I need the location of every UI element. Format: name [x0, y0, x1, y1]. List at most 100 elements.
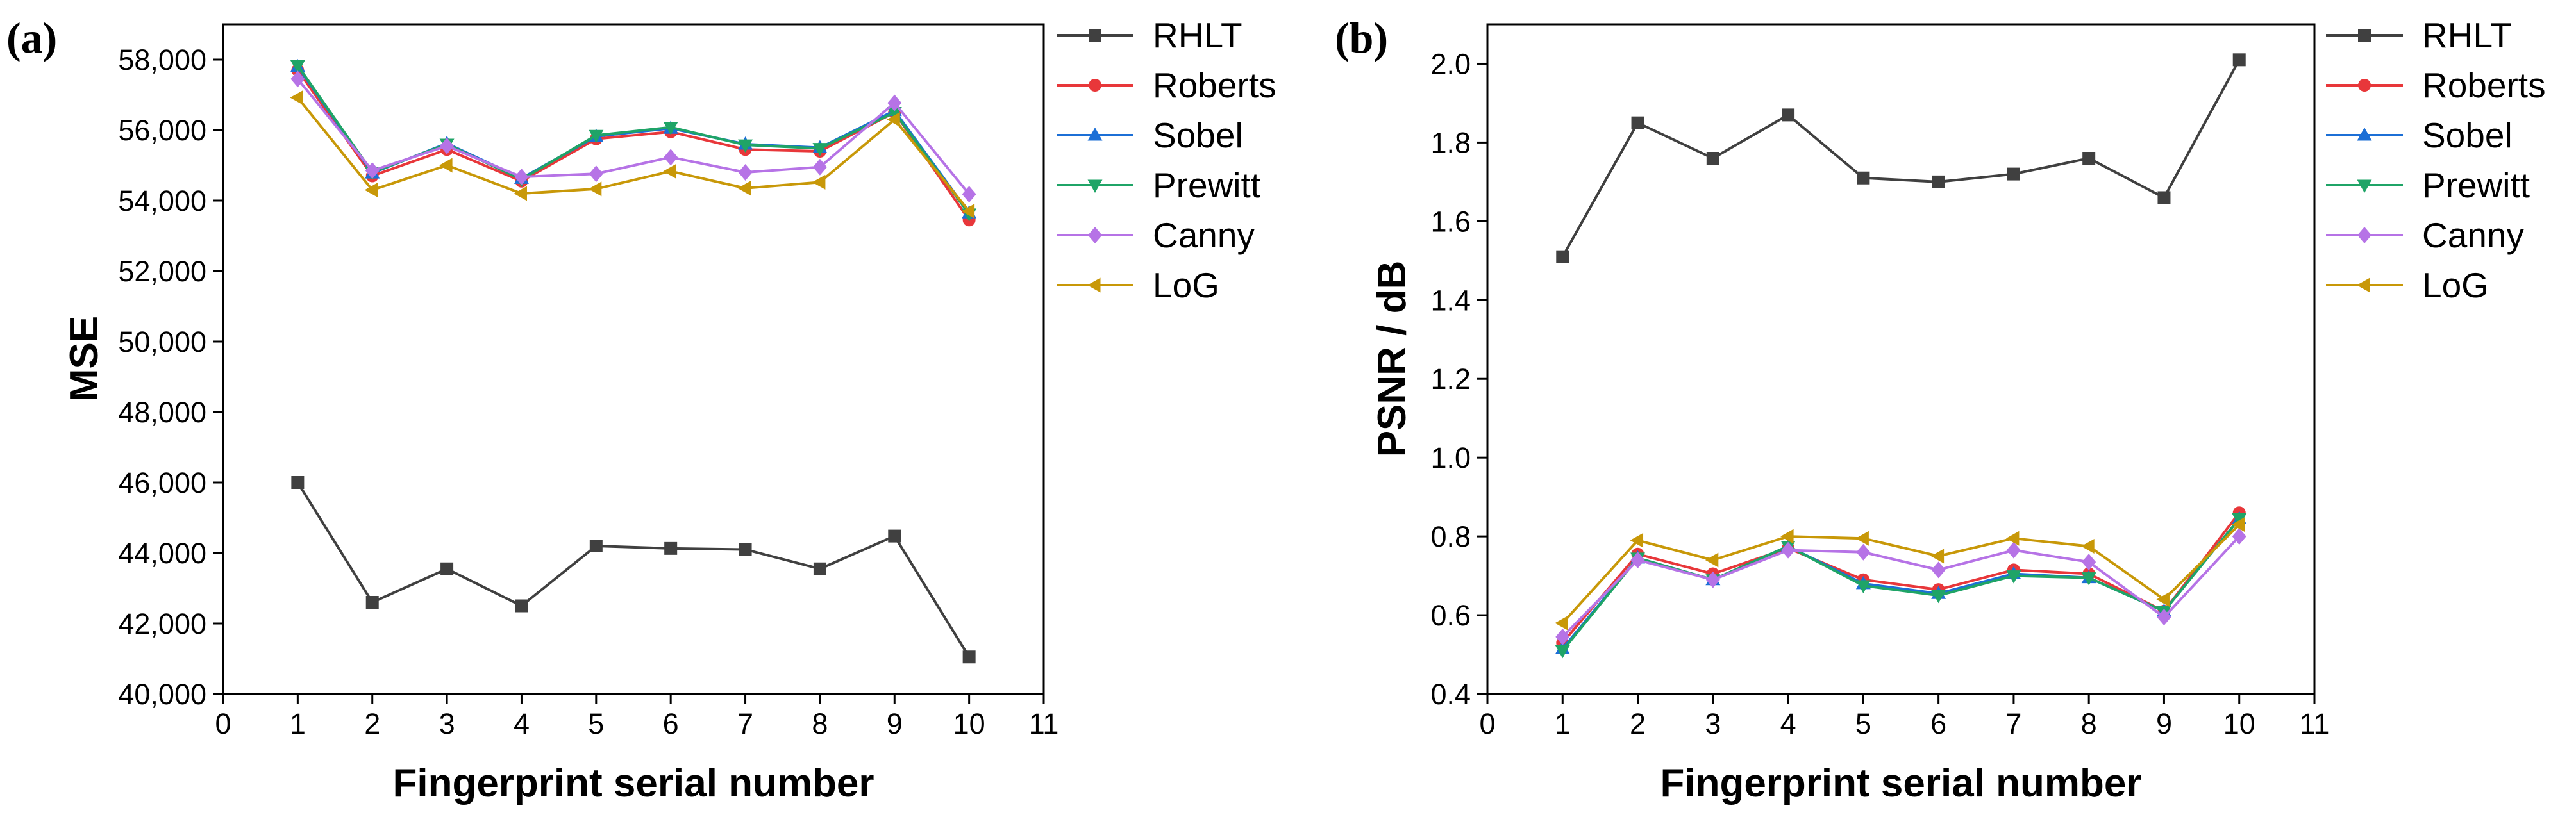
x-tick-label: 5	[588, 707, 604, 740]
x-axis-title-a: Fingerprint serial number	[392, 761, 874, 805]
x-tick-label: 5	[1855, 707, 1871, 740]
series-line-log	[296, 97, 971, 212]
y-axis-title-b: PSNR / dB	[1370, 261, 1414, 458]
x-tick-label: 10	[2223, 707, 2255, 740]
data-point-prewitt	[887, 107, 902, 120]
data-point-log	[290, 90, 303, 105]
data-point-rhlt	[888, 529, 901, 543]
data-point-canny	[1856, 543, 1871, 561]
series-line-rhlt	[296, 481, 971, 658]
data-point-rhlt	[440, 562, 454, 575]
x-tick-label: 0	[1479, 707, 1495, 740]
data-point-log	[514, 186, 527, 201]
legend-item-log: LoG	[1057, 265, 1219, 305]
legend-item-roberts: Roberts	[2326, 65, 2546, 105]
y-tick-label: 50,000	[118, 326, 206, 358]
data-point-log	[887, 112, 900, 127]
data-point-canny	[1705, 571, 1720, 588]
data-point-prewitt	[1855, 580, 1871, 593]
y-tick-label: 0.6	[1430, 599, 1471, 632]
legend-marker	[1089, 29, 1101, 42]
legend-item-prewitt: Prewitt	[1057, 165, 1260, 205]
series-rhlt-b	[1556, 53, 2246, 263]
data-point-log	[961, 204, 975, 219]
data-point-log	[1930, 549, 1945, 564]
y-tick-label: 1.8	[1430, 126, 1471, 159]
y-tick-label: 40,000	[118, 678, 206, 711]
data-point-prewitt	[2232, 513, 2247, 527]
y-tick-label: 0.4	[1430, 678, 1471, 711]
x-tick-label: 7	[737, 707, 753, 740]
legend-marker	[2357, 179, 2372, 193]
chart-panel-a: (a) 0 1 2 3 4 5 6 7 8 9 10 11 40,000 42,000 44,000 46,0…	[6, 13, 1276, 805]
panel-label-a: (a)	[6, 13, 57, 62]
legend-label: RHLT	[1153, 15, 1242, 55]
data-point-log	[364, 183, 378, 197]
series-canny-a	[290, 70, 976, 203]
series-log-a	[290, 90, 975, 219]
series-line-rhlt	[1561, 59, 2241, 258]
data-point-prewitt	[2006, 570, 2021, 584]
x-tick-label: 11	[2300, 707, 2330, 740]
legend-marker	[1087, 128, 1103, 141]
legend-marker	[1087, 179, 1103, 193]
data-point-prewitt	[663, 122, 678, 135]
data-point-canny	[514, 169, 529, 186]
y-tick-label: 54,000	[118, 185, 206, 217]
series-log-b	[1555, 517, 2245, 631]
legend-item-sobel: Sobel	[2326, 115, 2513, 155]
legend-item-roberts: Roberts	[1057, 65, 1276, 105]
data-point-log	[1705, 552, 1719, 568]
legend-marker	[2357, 227, 2371, 243]
legend-label: LoG	[2422, 265, 2489, 305]
x-tick-label: 9	[887, 707, 903, 740]
data-point-rhlt	[291, 476, 305, 489]
y-tick-label: 1.4	[1430, 284, 1471, 317]
data-point-canny	[962, 186, 976, 203]
x-tick-label: 7	[2005, 707, 2021, 740]
data-point-rhlt	[589, 540, 603, 552]
data-point-canny	[2232, 528, 2246, 545]
series-line-canny	[296, 78, 971, 195]
data-point-canny	[2006, 541, 2021, 559]
data-point-rhlt	[2082, 152, 2096, 165]
y-axis-title-a: MSE	[62, 316, 106, 402]
data-point-canny	[664, 149, 678, 166]
legend-label: Prewitt	[1153, 165, 1260, 205]
y-tick-label: 58,000	[118, 44, 206, 76]
data-point-rhlt	[1857, 171, 1870, 185]
series-layer-b	[1555, 53, 2247, 659]
y-tick-label: 1.0	[1430, 442, 1471, 474]
series-line-roberts	[1561, 512, 2241, 644]
x-tick-label: 6	[663, 707, 679, 740]
legend-label: Prewitt	[2422, 165, 2530, 205]
legend-marker	[1088, 227, 1102, 243]
y-tick-label: 56,000	[118, 114, 206, 147]
y-tick-label: 42,000	[118, 607, 206, 640]
y-tick-label: 0.8	[1430, 520, 1471, 553]
data-point-canny	[2082, 554, 2096, 571]
y-tick-label: 52,000	[118, 255, 206, 288]
legend-item-sobel: Sobel	[1057, 115, 1243, 155]
y-tick-label: 44,000	[118, 537, 206, 570]
data-point-log	[439, 158, 453, 173]
data-point-log	[812, 174, 826, 190]
data-point-rhlt	[962, 650, 976, 664]
data-point-rhlt	[739, 543, 752, 556]
series-rhlt-a	[291, 476, 976, 664]
data-point-canny	[1781, 541, 1796, 559]
data-point-canny	[1555, 628, 1570, 645]
data-point-rhlt	[1782, 108, 1795, 122]
data-point-prewitt	[1931, 590, 1946, 604]
data-point-rhlt	[813, 562, 826, 575]
x-tick-label: 10	[953, 707, 985, 740]
data-point-rhlt	[2232, 53, 2246, 67]
legend-marker	[2357, 128, 2372, 141]
legend-item-rhlt: RHLT	[2326, 15, 2512, 55]
series-line-canny	[1561, 535, 2241, 638]
data-point-prewitt	[589, 129, 604, 144]
y-tick-label: 2.0	[1430, 47, 1471, 80]
legend-label: Roberts	[1153, 65, 1276, 105]
data-point-prewitt	[290, 60, 305, 74]
